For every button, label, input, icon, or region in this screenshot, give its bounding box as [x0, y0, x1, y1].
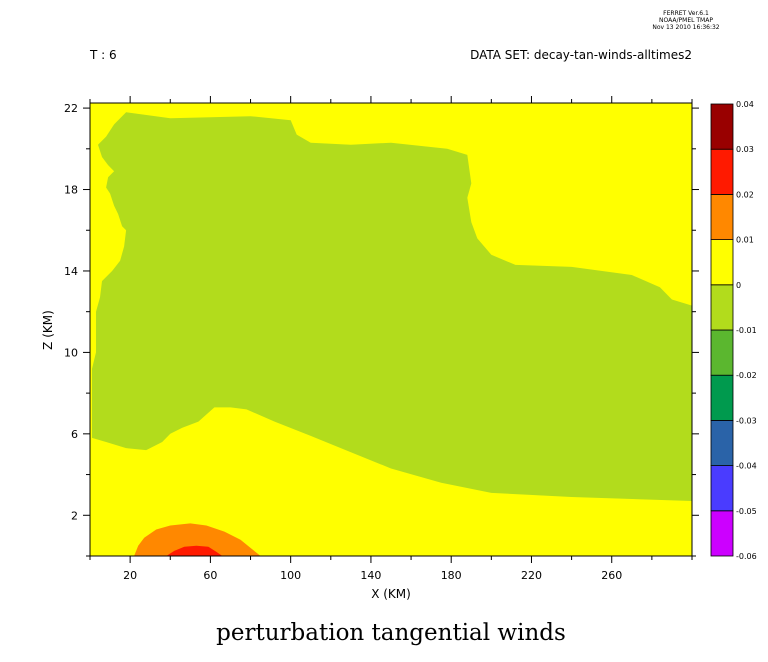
contour-band-0.01-0.02 [134, 523, 261, 556]
colorbar-swatch [710, 148, 734, 195]
colorbar-swatch [710, 239, 734, 286]
ferret-version: FERRET Ver.6.1 [663, 10, 709, 17]
colorbar-swatch [710, 329, 734, 376]
plot-frame [89, 102, 693, 557]
colorbar-label: -0.03 [736, 416, 757, 425]
ferret-timestamp: Nov 13 2010 16:36:32 [652, 24, 719, 31]
x-tick-label: 60 [203, 569, 217, 582]
plot-area [89, 102, 693, 557]
x-axis-label: X (KM) [371, 587, 411, 601]
y-tick-label: 6 [71, 428, 78, 441]
x-tick-label: 220 [521, 569, 542, 582]
y-tick-label: 10 [64, 346, 78, 359]
colorbar-swatch [710, 419, 734, 466]
colorbar-label: -0.05 [736, 507, 757, 516]
y-axis: 2 6 10 14 18 22 [64, 102, 699, 557]
contour-band-0.02-0.03 [166, 545, 223, 556]
y-tick-label: 22 [64, 102, 78, 115]
x-tick-label: 140 [360, 569, 381, 582]
colorbar-label: 0.03 [736, 145, 754, 154]
colorbar-label: 0.04 [736, 100, 754, 109]
colorbar-swatch [710, 103, 734, 150]
colorbar: -0.06 -0.05 -0.04 -0.03 -0.02 -0.01 0 0.01 0.02 0… [710, 100, 757, 561]
chart-title: perturbation tangential winds [216, 620, 566, 646]
y-axis-label: Z (KM) [41, 310, 55, 350]
colorbar-label: 0 [736, 281, 741, 290]
time-label: T : 6 [89, 48, 117, 62]
ferret-org: NOAA/PMEL TMAP [659, 17, 713, 24]
colorbar-swatch [710, 374, 734, 421]
x-tick-label: 20 [123, 569, 137, 582]
colorbar-label: -0.01 [736, 326, 757, 335]
colorbar-label: 0.02 [736, 190, 754, 199]
y-tick-label: 18 [64, 184, 78, 197]
colorbar-label: 0.01 [736, 236, 754, 245]
dataset-label: DATA SET: decay-tan-winds-alltimes2 [470, 48, 692, 62]
x-axis: 20 60 100 140 180 220 260 [89, 96, 693, 582]
colorbar-label: -0.04 [736, 462, 757, 471]
x-tick-label: 180 [441, 569, 462, 582]
colorbar-label: -0.02 [736, 371, 757, 380]
contour-band-0.01-0 [92, 112, 692, 520]
x-tick-label: 260 [601, 569, 622, 582]
x-tick-label: 100 [280, 569, 301, 582]
colorbar-swatch [710, 193, 734, 240]
colorbar-label: -0.06 [736, 552, 757, 561]
colorbar-swatch [710, 510, 734, 557]
y-tick-label: 14 [64, 265, 78, 278]
colorbar-swatch [710, 465, 734, 512]
colorbar-swatch [710, 284, 734, 331]
y-tick-label: 2 [71, 509, 78, 522]
